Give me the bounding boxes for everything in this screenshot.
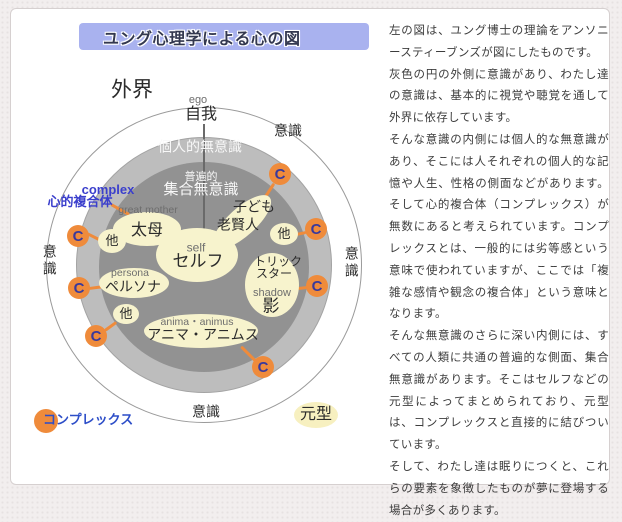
other-blob-left-2 (113, 304, 139, 324)
article-paragraph: 左の図は、ユング博士の理論をアンソニースティーブンズが図にしたものです。 (389, 25, 609, 59)
shadow-label-en: shadow (253, 286, 291, 299)
legend-complex-label: コンプレックス (43, 411, 134, 427)
outer-world-label: 外界 (111, 78, 153, 102)
complex-marker-1: C (67, 225, 89, 247)
other-label-left-1: 他 (105, 232, 119, 248)
other-label-left-2: 他 (119, 305, 133, 321)
article-paragraph: そんな無意識のさらに深い内側には、すべての人類に共通の普遍的な側面、集合無意識が… (389, 330, 609, 452)
great-mother-label-ja: 太母 (130, 222, 164, 240)
complex-marker-2: C (68, 277, 90, 299)
article-paragraph: 灰色の円の外側に意識があり、わたし達の意識は、基本的に視覚や聴覚を通して外界に依… (389, 68, 609, 125)
ego-label-ja: 自我 (184, 106, 218, 124)
anima-animus-label-ja: アニマ・アニムス (147, 326, 259, 343)
persona-label-en: persona (111, 267, 149, 280)
complex-marker-4: C (269, 163, 291, 185)
consciousness-label-bottom: 意識 (192, 403, 220, 420)
complex-marker-7: C (252, 356, 274, 378)
anima-animus-blob (144, 314, 258, 348)
universal-label: 普遍的 (184, 170, 218, 183)
self-label-ja: セルフ (172, 251, 224, 271)
self-label-en: self (186, 240, 206, 255)
anima-animus-label-en: anima・animus (160, 316, 234, 329)
legend-archetype-blob (294, 402, 338, 428)
article-paragraph: そして、わたし達は眠りにつくと、これらの要素を象徴したものが夢に登場する場合が多… (389, 460, 609, 517)
jung-mind-diagram: 外界 ego 自我 意識 意識 意識 意識 個人的無意識 普遍的 集合無意識 c… (11, 9, 391, 486)
personal-unconscious-label: 個人的無意識 (158, 138, 242, 155)
persona-label-ja: ペルソナ (105, 278, 161, 295)
consciousness-label-right: 意識 (343, 246, 360, 280)
complex-marker-3: C (85, 325, 107, 347)
other-blob-right (270, 223, 298, 245)
collective-unconscious-label: 集合無意識 (163, 180, 239, 198)
article-paragraph: そんな意識の内側には個人的な無意識があり、そこには人それぞれの個人的な記憶や人生… (389, 133, 609, 321)
complex-marker-5: C (305, 218, 327, 240)
wise-old-man-label: 老賢人 (217, 216, 259, 233)
legend-complex-dot (34, 409, 58, 433)
title-banner: ユング心理学による心の図 (79, 23, 369, 50)
ego-axis-line (203, 124, 205, 231)
self-blob (156, 228, 238, 282)
child-label: 子ども (233, 198, 275, 215)
complex-label-ja: 心的複合体 (47, 193, 113, 209)
complex-label-en: complex (81, 181, 135, 197)
trickster-label-line2: スター (255, 266, 293, 281)
shadow-label-ja: 影 (262, 296, 280, 316)
consciousness-label-left: 意識 (41, 244, 58, 278)
complex-marker-6: C (306, 275, 328, 297)
trickster-label-line1: トリック (253, 254, 303, 269)
ego-label-en: ego (188, 93, 208, 106)
other-blob-left-1 (98, 229, 126, 253)
panel: ユング心理学による心の図 外界 ego 自我 意識 意識 意識 (10, 8, 610, 517)
other-label-right: 他 (277, 225, 291, 241)
explanation-article: 左の図は、ユング博士の理論をアンソニースティーブンズが図にしたものです。 灰色の… (389, 21, 609, 522)
great-mother-label-en: great mother (118, 204, 178, 217)
trickster-shadow-blob (245, 253, 299, 317)
consciousness-label-top: 意識 (274, 122, 302, 139)
legend-archetype-label: 元型 (299, 406, 333, 424)
persona-blob (99, 268, 169, 298)
page-title: ユング心理学による心の図 (103, 30, 301, 48)
